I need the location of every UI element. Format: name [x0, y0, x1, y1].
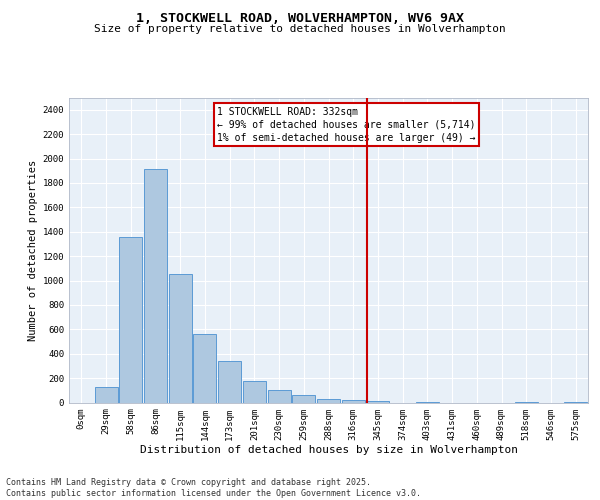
Y-axis label: Number of detached properties: Number of detached properties: [28, 160, 38, 340]
Bar: [144, 170, 167, 402]
Bar: [342, 400, 365, 402]
Text: 1 STOCKWELL ROAD: 332sqm
← 99% of detached houses are smaller (5,714)
1% of semi: 1 STOCKWELL ROAD: 332sqm ← 99% of detach…: [217, 106, 476, 143]
Bar: [317, 399, 340, 402]
Text: Size of property relative to detached houses in Wolverhampton: Size of property relative to detached ho…: [94, 24, 506, 34]
Bar: [367, 400, 389, 402]
Bar: [169, 274, 192, 402]
Bar: [95, 386, 118, 402]
X-axis label: Distribution of detached houses by size in Wolverhampton: Distribution of detached houses by size …: [139, 445, 517, 455]
Text: Contains HM Land Registry data © Crown copyright and database right 2025.
Contai: Contains HM Land Registry data © Crown c…: [6, 478, 421, 498]
Bar: [268, 390, 290, 402]
Bar: [218, 361, 241, 403]
Bar: [243, 381, 266, 402]
Bar: [292, 395, 315, 402]
Text: 1, STOCKWELL ROAD, WOLVERHAMPTON, WV6 9AX: 1, STOCKWELL ROAD, WOLVERHAMPTON, WV6 9A…: [136, 12, 464, 26]
Bar: [119, 236, 142, 402]
Bar: [193, 334, 217, 402]
